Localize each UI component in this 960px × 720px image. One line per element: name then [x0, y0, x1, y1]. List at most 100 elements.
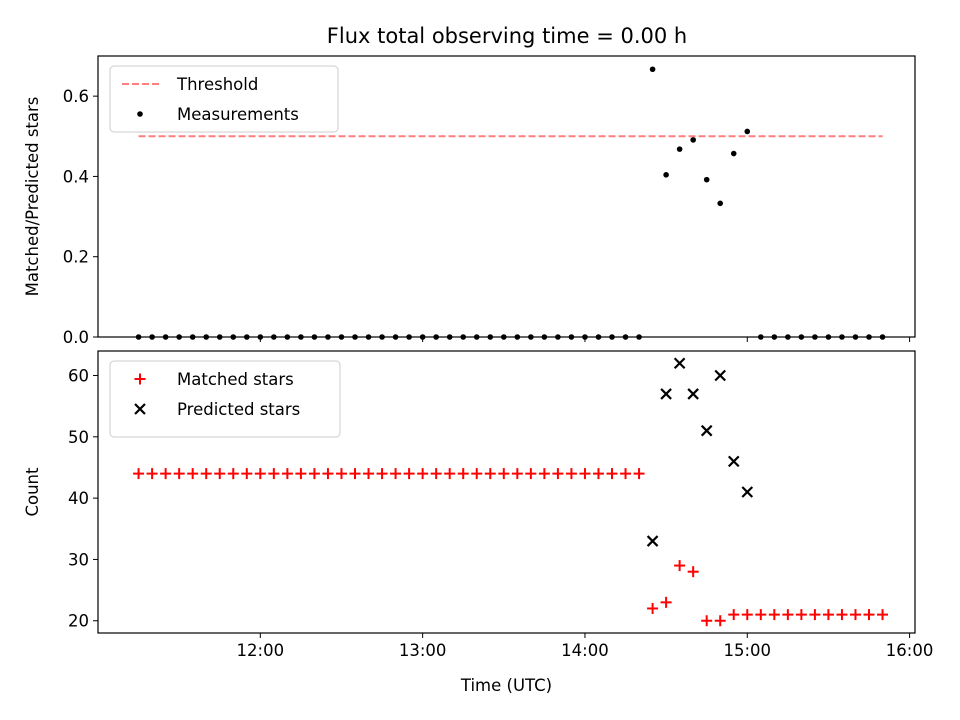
x-tick-label: 12:00 — [237, 641, 285, 660]
data-point — [673, 357, 686, 370]
data-point — [727, 455, 740, 468]
data-point — [538, 468, 550, 480]
data-point — [403, 468, 415, 480]
legend-entry: Threshold — [122, 75, 258, 94]
data-point — [649, 66, 656, 73]
data-point — [552, 468, 564, 480]
y-tick-label: 20 — [68, 612, 89, 631]
data-point — [498, 468, 510, 480]
data-point — [525, 468, 537, 480]
data-point — [757, 334, 764, 340]
data-point — [133, 468, 145, 480]
data-point — [433, 334, 439, 340]
data-point — [176, 334, 182, 340]
data-point — [284, 334, 291, 340]
y-tick-label: 0.4 — [63, 167, 89, 186]
data-point — [744, 128, 751, 135]
data-point — [511, 468, 523, 480]
data-point — [703, 176, 710, 183]
data-point — [376, 468, 388, 480]
y-tick-label: 0.6 — [63, 87, 89, 106]
legend-swatch — [134, 403, 146, 415]
data-point — [162, 334, 169, 340]
legend: Matched stars Predicted stars — [109, 360, 341, 438]
data-point — [444, 468, 456, 480]
legend-entry: Measurements — [137, 105, 299, 124]
data-point — [852, 334, 859, 340]
data-point — [592, 468, 604, 480]
data-point — [541, 334, 548, 340]
y-tick-label: 50 — [68, 428, 89, 447]
legend-entry: Matched stars — [134, 370, 294, 389]
data-point — [379, 334, 385, 340]
data-point — [687, 388, 699, 400]
y-axis-label: Count — [23, 467, 42, 517]
y-tick-label: 0.2 — [63, 248, 89, 267]
data-point — [257, 334, 264, 340]
data-point — [392, 334, 399, 340]
data-point — [582, 334, 588, 340]
data-point — [568, 334, 575, 340]
legend: Threshold Measurements — [109, 65, 339, 133]
data-point — [311, 334, 318, 340]
data-point — [528, 334, 534, 340]
data-point — [352, 334, 358, 340]
data-point — [609, 334, 615, 340]
data-point — [622, 334, 629, 340]
data-point — [325, 334, 331, 340]
data-point — [717, 200, 724, 207]
data-point — [798, 334, 805, 340]
data-point — [149, 334, 155, 340]
data-point — [460, 334, 467, 340]
data-point — [349, 468, 361, 480]
data-point — [406, 334, 412, 340]
data-point — [660, 596, 672, 608]
data-point — [700, 424, 713, 437]
data-point — [471, 468, 483, 480]
data-point — [687, 566, 699, 578]
data-point — [771, 334, 778, 340]
data-point — [741, 486, 754, 498]
data-point — [660, 388, 672, 400]
data-point — [365, 334, 372, 340]
data-point — [812, 334, 818, 340]
data-point — [741, 609, 753, 621]
data-point — [281, 468, 293, 480]
legend-entry: Predicted stars — [134, 400, 300, 419]
figure-title: Flux total observing time = 0.00 h — [327, 24, 687, 48]
data-point — [825, 334, 832, 340]
data-point — [647, 602, 659, 614]
y-tick-label: 60 — [68, 367, 89, 386]
data-point — [295, 468, 307, 480]
x-tick-label: 14:00 — [561, 641, 609, 660]
data-point — [877, 609, 889, 621]
data-point — [676, 146, 683, 152]
data-point — [308, 468, 320, 480]
data-point — [849, 609, 861, 621]
y-tick-label: 40 — [68, 489, 89, 508]
data-point — [714, 369, 726, 382]
data-point — [768, 609, 780, 621]
data-point — [500, 334, 507, 340]
data-point — [230, 334, 237, 340]
data-point — [620, 468, 632, 480]
data-point — [646, 535, 659, 547]
data-point — [701, 615, 713, 627]
data-point — [636, 334, 642, 340]
data-point — [390, 468, 402, 480]
data-point — [690, 137, 696, 143]
data-point — [227, 468, 239, 480]
data-point — [243, 334, 250, 340]
data-point — [555, 334, 561, 340]
data-point — [674, 560, 686, 572]
data-point — [216, 334, 223, 340]
series-predicted-stars — [646, 357, 754, 547]
data-point — [795, 609, 807, 621]
legend-swatch — [134, 373, 146, 385]
legend-box — [109, 360, 341, 438]
data-point — [446, 334, 453, 340]
data-point — [514, 334, 521, 340]
ratio-panel: 0.0 0.2 0.4 0.6 Matched/Predicted stars Thres… — [23, 55, 916, 347]
data-point — [419, 334, 426, 340]
